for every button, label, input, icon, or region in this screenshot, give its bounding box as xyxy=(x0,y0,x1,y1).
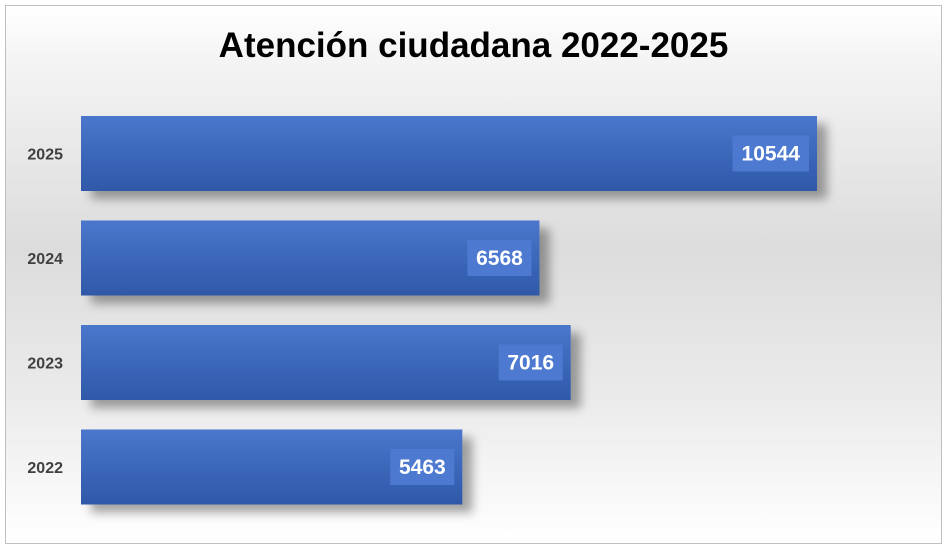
data-label-box-2022 xyxy=(390,449,455,485)
data-label-2024: 6568 xyxy=(476,247,523,270)
chart-title: Atención ciudadana 2022-2025 xyxy=(218,26,729,65)
category-label-2025: 2025 xyxy=(27,147,63,164)
category-label-2024: 2024 xyxy=(27,251,63,268)
category-label-2022: 2022 xyxy=(27,460,63,477)
bar-2025 xyxy=(81,116,817,191)
data-label-2025: 10544 xyxy=(742,143,801,166)
data-label-box-2024 xyxy=(467,240,532,276)
data-label-box-2023 xyxy=(498,344,563,381)
bar-2023 xyxy=(81,325,571,400)
category-label-2023: 2023 xyxy=(27,356,63,373)
data-label-2022: 5463 xyxy=(399,456,446,479)
data-label-2023: 7016 xyxy=(507,352,554,375)
data-label-box-2025 xyxy=(732,135,809,172)
bar-2024 xyxy=(81,220,540,296)
